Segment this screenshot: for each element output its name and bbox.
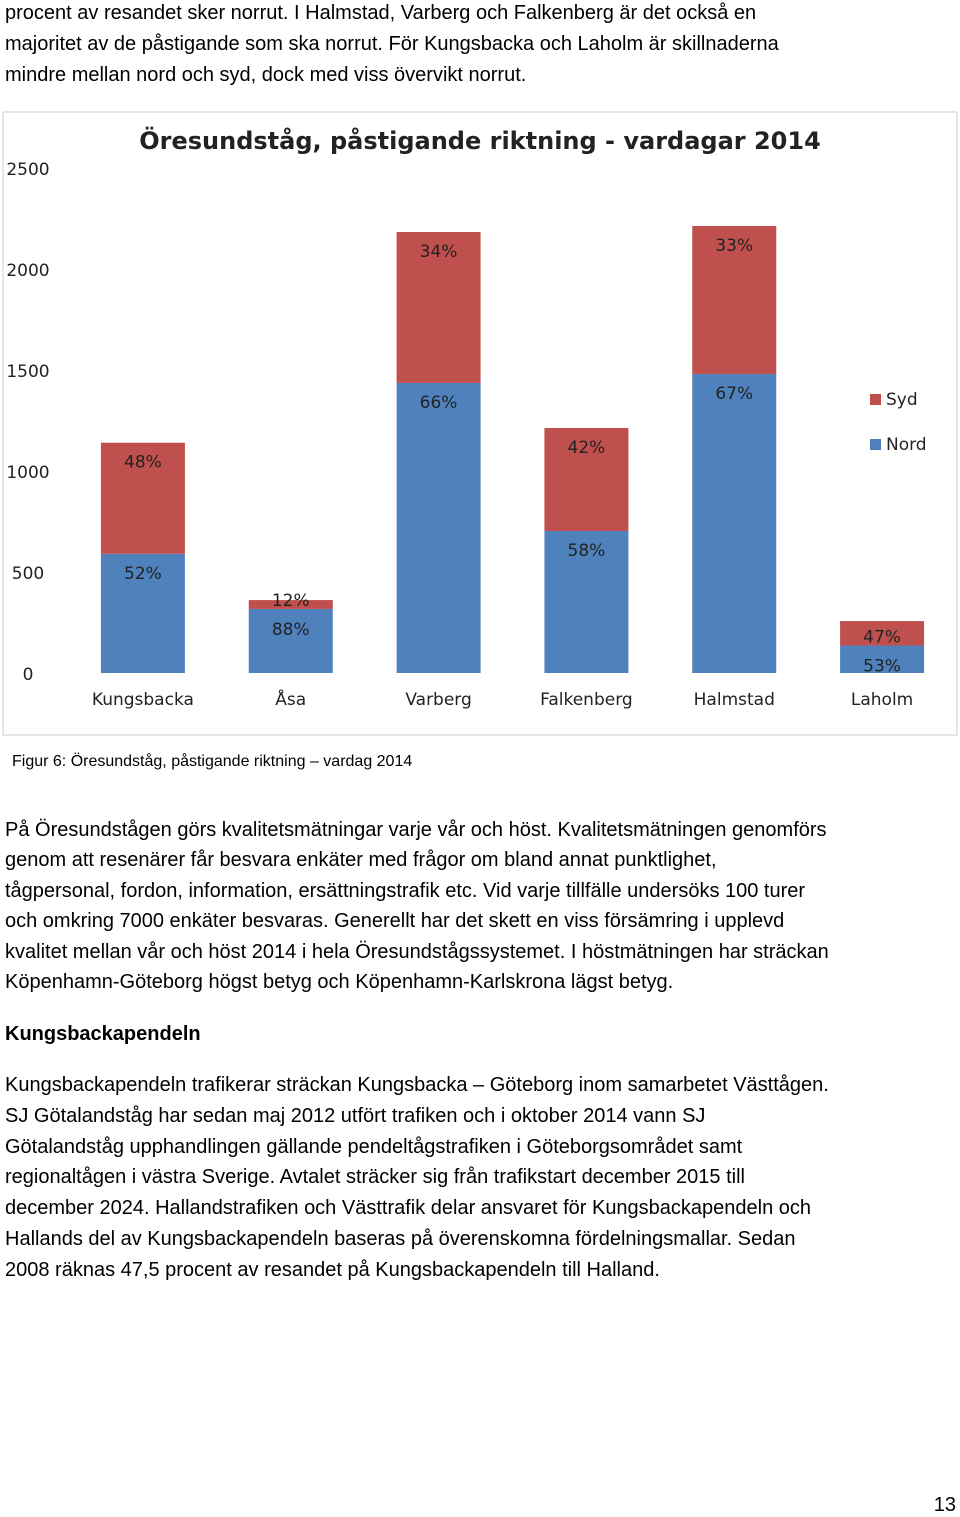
bar-segment — [396, 382, 481, 673]
bar-segment — [100, 553, 185, 673]
bar-segment — [692, 225, 777, 375]
y-tick-label: 1500 — [6, 362, 49, 382]
text-line: genom att resenärer får besvara enkäter … — [5, 849, 717, 872]
value-label: 52% — [124, 564, 162, 584]
text-line: SJ Götalandståg har sedan maj 2012 utför… — [5, 1104, 706, 1127]
value-label: 47% — [863, 628, 901, 648]
legend-swatch — [870, 439, 881, 450]
x-tick-label: Falkenberg — [540, 690, 633, 710]
text-line: procent av resandet sker norrut. I Halms… — [5, 2, 757, 24]
legend-swatch — [870, 394, 881, 405]
bar-segment — [100, 442, 185, 554]
value-label: 53% — [863, 657, 901, 677]
section-heading: Kungsbackapendeln — [5, 1023, 201, 1045]
text-line: majoritet av de påstigande som ska norru… — [5, 33, 779, 55]
bar-segment — [840, 645, 925, 673]
value-label: 67% — [715, 384, 753, 404]
bar-segment — [840, 621, 925, 646]
x-tick-label: Åsa — [275, 688, 306, 710]
chart: Öresundståg, påstigande riktning - varda… — [2, 111, 958, 736]
value-label: 34% — [420, 242, 458, 262]
text-line: mindre mellan nord och syd, dock med vis… — [5, 64, 527, 86]
y-tick-label: 2000 — [6, 261, 49, 281]
figure-caption: Figur 6: Öresundståg, påstigande riktnin… — [12, 753, 413, 770]
text-line: och omkring 7000 enkäter besvaras. Gener… — [5, 910, 785, 933]
value-label: 33% — [715, 236, 753, 256]
text-line: Götalandståg upphandlingen gällande pend… — [5, 1135, 743, 1158]
text-line: På Öresundstågen görs kvalitetsmätningar… — [5, 819, 827, 841]
x-tick-label: Halmstad — [694, 690, 775, 710]
value-label: 12% — [272, 591, 310, 611]
y-tick-label: 500 — [12, 564, 44, 584]
value-label: 88% — [272, 620, 310, 640]
value-label: 66% — [420, 393, 458, 413]
text-line: 2008 räknas 47,5 procent av resandet på … — [5, 1258, 660, 1281]
text-line: tågpersonal, fordon, information, ersätt… — [5, 879, 806, 902]
bar-segment — [544, 530, 629, 673]
x-tick-label: Laholm — [851, 690, 913, 710]
value-label: 48% — [124, 453, 162, 473]
text-line: Hallands del av Kungsbackapendeln basera… — [5, 1228, 796, 1250]
bar-segment — [544, 427, 629, 531]
text-line: Köpenhamn-Göteborg högst betyg och Köpen… — [5, 971, 674, 993]
value-label: 58% — [568, 541, 606, 561]
text-line: december 2024. Hallandstrafiken och Väst… — [5, 1197, 812, 1220]
text-line: regionaltågen i västra Sverige. Avtalet … — [5, 1166, 745, 1189]
bar-segment — [248, 608, 333, 673]
y-tick-label: 1000 — [6, 463, 49, 483]
bar-segment — [248, 600, 333, 609]
value-label: 42% — [568, 438, 606, 458]
chart-title: Öresundståg, påstigande riktning - varda… — [139, 125, 821, 155]
text-line: kvalitet mellan vår och höst 2014 i hela… — [5, 940, 829, 963]
text-line: Kungsbackapendeln trafikerar sträckan Ku… — [5, 1074, 829, 1096]
y-tick-label: 0 — [23, 665, 34, 685]
bar-segment — [396, 232, 481, 383]
x-tick-label: Kungsbacka — [92, 690, 194, 710]
y-tick-label: 2500 — [6, 160, 49, 180]
legend-label: Syd — [886, 390, 918, 410]
x-tick-label: Varberg — [405, 690, 471, 710]
legend-label: Nord — [886, 435, 927, 455]
page-number: 13 — [933, 1494, 956, 1516]
bar-segment — [692, 374, 777, 673]
